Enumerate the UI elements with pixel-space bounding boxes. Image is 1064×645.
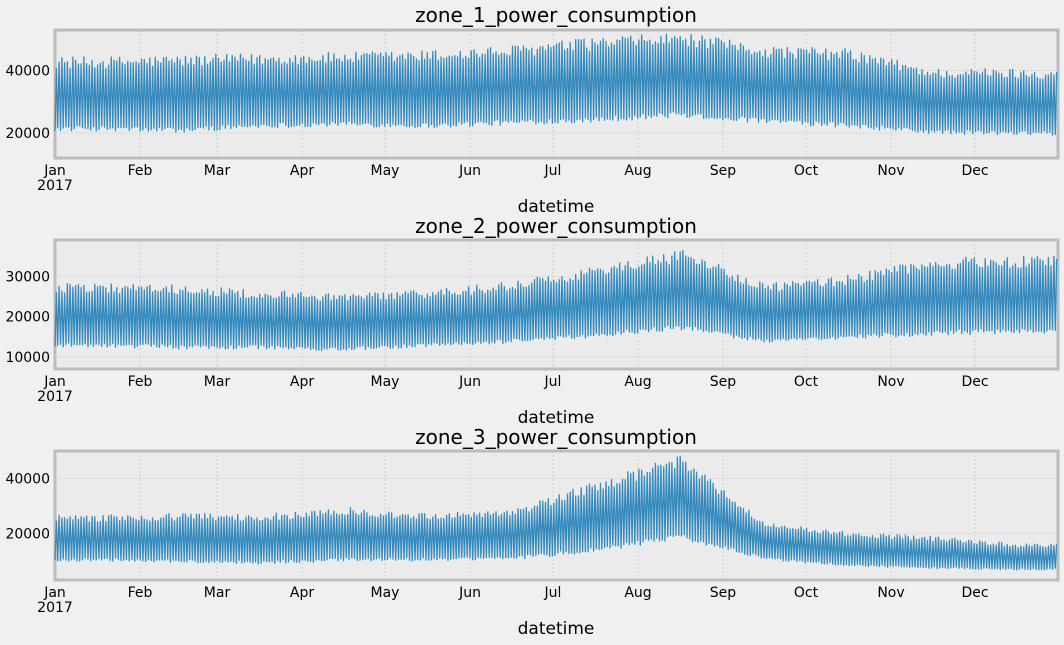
subplot-zone-2: 10000 20000 30000 Jan Feb Mar Apr May Jun Jul Aug… xyxy=(5,214,1060,428)
chart-title-zone-2: zone_2_power_consumption xyxy=(415,214,697,238)
x-tick-label: Jan xyxy=(43,374,66,390)
x-tick-label: Jul xyxy=(544,374,562,390)
y-tick-label: 20000 xyxy=(5,526,50,542)
x-tick-label: Mar xyxy=(204,374,231,390)
x-tick-label: Jan xyxy=(43,585,66,601)
y-tick-label: 30000 xyxy=(5,269,50,285)
y-tick-label: 40000 xyxy=(5,64,50,80)
series-line xyxy=(54,33,1058,136)
x-tick-label: Dec xyxy=(961,585,988,601)
x-tick-label: Feb xyxy=(128,585,153,601)
series-zone-1 xyxy=(54,33,1058,136)
x-tick-label: Jun xyxy=(458,163,481,179)
x-tick-label: Aug xyxy=(624,374,651,390)
year-label-zone-1: 2017 xyxy=(37,178,73,194)
subplot-zone-1: 20000 40000 Jan Feb Mar Apr May Jun Jul Aug Sep Oc… xyxy=(5,3,1060,217)
x-tick-label: Aug xyxy=(624,585,651,601)
y-ticks-zone-2: 10000 20000 30000 xyxy=(5,269,50,366)
x-axis-label-zone-3: datetime xyxy=(518,619,595,639)
x-tick-label: Sep xyxy=(710,163,737,179)
y-ticks-zone-1: 20000 40000 xyxy=(5,64,50,142)
x-tick-label: Sep xyxy=(710,374,737,390)
x-tick-label: Jun xyxy=(458,585,481,601)
x-tick-label: Jul xyxy=(544,585,562,601)
y-tick-label: 40000 xyxy=(5,471,50,487)
series-zone-3 xyxy=(54,455,1058,571)
x-ticks-zone-3: Jan Feb Mar Apr May Jun Jul Aug Sep Oct Nov Dec xyxy=(43,585,988,601)
series-zone-2 xyxy=(54,249,1058,351)
x-tick-label: Dec xyxy=(961,374,988,390)
x-tick-label: Apr xyxy=(290,374,314,390)
x-tick-label: May xyxy=(371,585,400,601)
subplot-zone-3: 20000 40000 Jan Feb Mar Apr May Jun Jul Aug Sep Oc… xyxy=(5,425,1060,639)
x-tick-label: May xyxy=(371,374,400,390)
x-tick-label: Nov xyxy=(877,374,904,390)
series-line xyxy=(54,455,1058,571)
x-tick-label: Jul xyxy=(544,163,562,179)
x-tick-label: Nov xyxy=(877,163,904,179)
chart-title-zone-3: zone_3_power_consumption xyxy=(415,425,697,449)
x-axis-label-zone-1: datetime xyxy=(518,197,595,217)
x-tick-label: Oct xyxy=(794,163,819,179)
x-tick-label: Aug xyxy=(624,163,651,179)
x-tick-label: May xyxy=(371,163,400,179)
x-tick-label: Feb xyxy=(128,163,153,179)
x-axis-label-zone-2: datetime xyxy=(518,408,595,428)
y-tick-label: 20000 xyxy=(5,126,50,142)
y-ticks-zone-3: 20000 40000 xyxy=(5,471,50,542)
x-tick-label: Apr xyxy=(290,163,314,179)
x-ticks-zone-2: Jan Feb Mar Apr May Jun Jul Aug Sep Oct Nov Dec xyxy=(43,374,988,390)
x-tick-label: Sep xyxy=(710,585,737,601)
x-tick-label: Nov xyxy=(877,585,904,601)
x-tick-label: Mar xyxy=(204,163,231,179)
x-tick-label: Oct xyxy=(794,374,819,390)
chart-title-zone-1: zone_1_power_consumption xyxy=(415,3,697,27)
x-ticks-zone-1: Jan Feb Mar Apr May Jun Jul Aug Sep Oct Nov Dec xyxy=(43,163,988,179)
y-tick-label: 20000 xyxy=(5,310,50,326)
y-tick-label: 10000 xyxy=(5,350,50,366)
x-tick-label: Dec xyxy=(961,163,988,179)
x-tick-label: Oct xyxy=(794,585,819,601)
x-tick-label: Mar xyxy=(204,585,231,601)
year-label-zone-3: 2017 xyxy=(37,600,73,616)
series-line xyxy=(54,249,1058,351)
x-tick-label: Apr xyxy=(290,585,314,601)
x-tick-label: Feb xyxy=(128,374,153,390)
year-label-zone-2: 2017 xyxy=(37,389,73,405)
x-tick-label: Jun xyxy=(458,374,481,390)
x-tick-label: Jan xyxy=(43,163,66,179)
